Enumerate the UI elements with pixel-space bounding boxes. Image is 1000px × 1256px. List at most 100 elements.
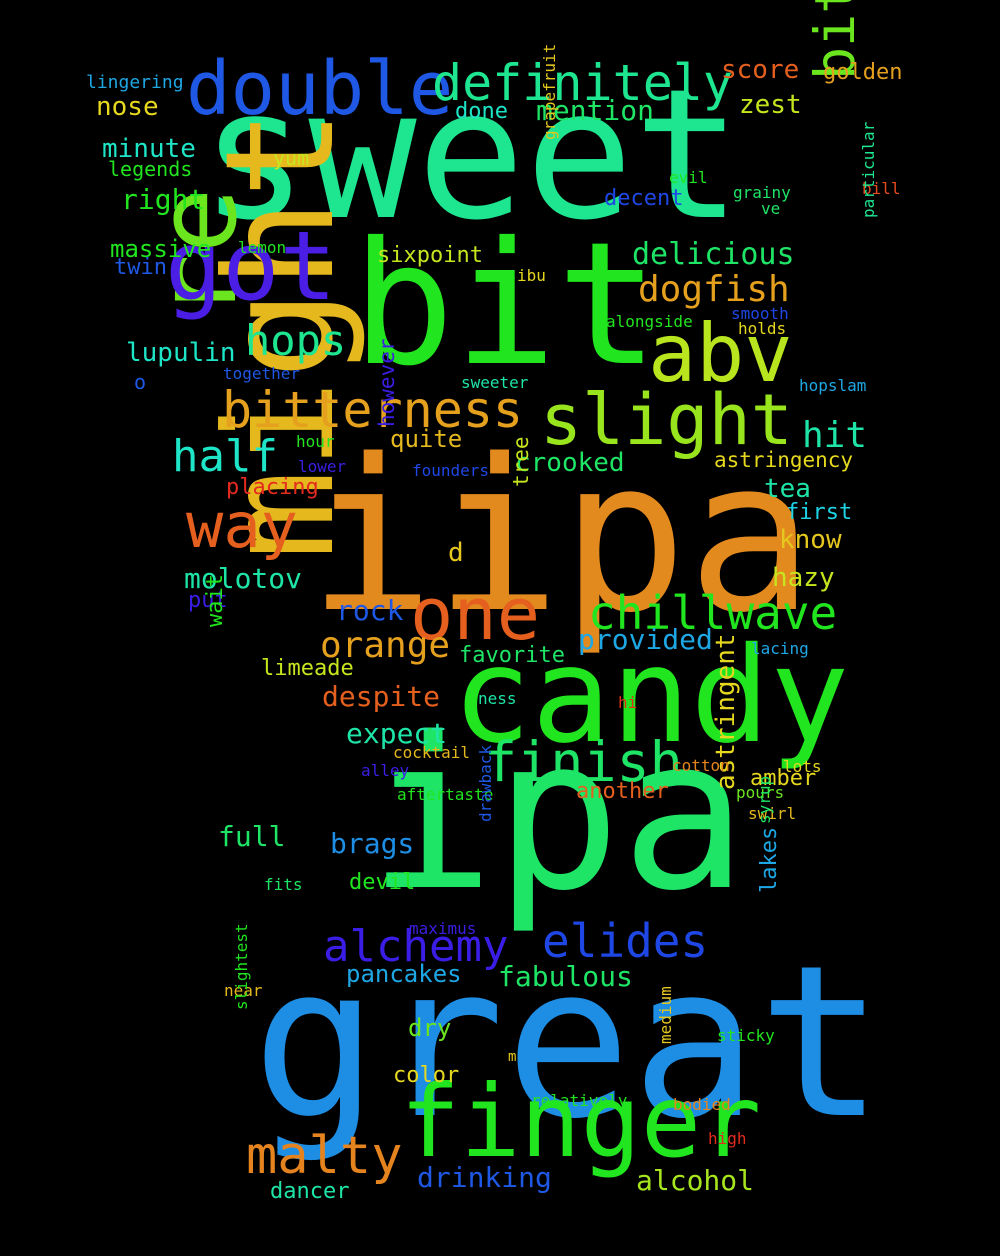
word-dogfish: dogfish (638, 269, 790, 310)
word-medium: medium (656, 986, 675, 1044)
word-another: another (576, 779, 669, 804)
word-finger: finger (400, 1063, 762, 1180)
word-crooked: crooked (515, 448, 625, 478)
word-brags: brags (330, 827, 415, 860)
word-high: high (708, 1129, 747, 1148)
word-sticky: sticky (717, 1026, 775, 1045)
word-great: great (252, 920, 885, 1165)
word-cocktail: cocktail (393, 743, 471, 762)
word-astringency: astringency (714, 448, 854, 472)
word-orange: orange (320, 625, 451, 666)
word-aftertaste: aftertaste (397, 785, 494, 804)
word-together: together (223, 364, 301, 383)
word-pours: pours (736, 783, 785, 802)
word-lots: lots (783, 757, 822, 776)
word-sixpoint: sixpoint (377, 243, 483, 268)
word-minute: minute (102, 134, 196, 164)
word-drawback: drawback (476, 744, 495, 822)
word-elides: elides (542, 914, 709, 968)
word-yum: yum (273, 146, 310, 170)
word-color: color (393, 1063, 460, 1088)
word-malty: malty (246, 1126, 403, 1186)
word-d: d (448, 538, 464, 568)
word-however: however (375, 338, 399, 427)
word-despite: despite (322, 680, 441, 713)
word-done: done (455, 99, 508, 124)
word-hazy: hazy (772, 563, 835, 593)
word-grapefruit: grapefruit (540, 43, 559, 140)
word-massive: massive (110, 235, 212, 263)
word-full: full (218, 820, 286, 853)
word-alongside: alongside (606, 312, 693, 331)
word-hops: hops (245, 316, 347, 365)
word-lacing: lacing (751, 639, 809, 658)
word-placing: placing (226, 475, 319, 500)
word-tree: tree (509, 436, 533, 487)
word-provided: provided (578, 623, 713, 656)
word-chillwave: chillwave (588, 586, 838, 640)
word-pancakes: pancakes (346, 960, 462, 988)
word-first: first (786, 500, 853, 525)
word-quite: quite (390, 425, 463, 453)
word-ness: ness (478, 689, 517, 708)
word-alley: alley (361, 761, 410, 780)
word-definitely: definitely (432, 54, 734, 112)
word-dry: dry (408, 1014, 452, 1042)
word-hopslam: hopslam (799, 376, 867, 395)
word-cotton: cotton (672, 756, 730, 775)
word-got: got (165, 212, 337, 322)
word-lemon: lemon (238, 238, 287, 257)
word-molotov: molotov (184, 562, 303, 595)
word-founders: founders (412, 461, 490, 480)
word-score: score (721, 55, 800, 85)
word-alchemy: alchemy (323, 921, 509, 972)
word-ipa: ipa (368, 692, 748, 937)
word-nose: nose (96, 92, 159, 122)
word-m: m (508, 1049, 517, 1065)
word-bit: bit (352, 206, 660, 404)
word-legends: legends (108, 157, 193, 181)
word-maximus: maximus (409, 919, 477, 938)
word-lakes: lakes (757, 826, 782, 893)
word-evil: evil (669, 168, 708, 187)
word-right: right (121, 183, 206, 216)
word-hit: hit (802, 415, 868, 456)
word-abv: abv (648, 307, 793, 400)
word-alcohol: alcohol (636, 1164, 755, 1197)
word-expect: expect (346, 717, 448, 750)
word-grainy: grainy (733, 183, 791, 202)
word-slightest: slightest (232, 923, 251, 1010)
word-ibu: ibu (517, 266, 546, 285)
word-hi: hi (618, 693, 638, 712)
word-one: one (410, 572, 541, 656)
word-near: near (224, 981, 263, 1000)
word-holds: holds (738, 319, 787, 338)
word-devil: devil (349, 870, 416, 895)
word-mention: mention (536, 94, 655, 127)
word-zest: zest (739, 90, 802, 120)
word-put: put (188, 588, 228, 613)
word-bitterness: bitterness (222, 381, 524, 439)
word-golden: golden (823, 60, 903, 85)
word-bill: bill (862, 179, 901, 198)
word-hour: hour (296, 432, 335, 451)
word-drinking: drinking (417, 1161, 552, 1194)
word-smooth: smooth (731, 304, 789, 323)
word-twin: twin (114, 255, 167, 280)
word-lingering: lingering (86, 72, 184, 93)
word-decent: decent (604, 186, 684, 211)
word-know: know (779, 525, 842, 555)
word-way: way (186, 489, 298, 562)
word-wait: wait (203, 574, 228, 627)
word-dancer: dancer (270, 1179, 350, 1204)
word-rock: rock (336, 594, 404, 627)
word-candy: candy (452, 619, 850, 773)
word-swirl: swirl (748, 804, 797, 823)
word-fabulous: fabulous (498, 960, 633, 993)
word-amber: amber (750, 766, 817, 791)
word-lower: lower (298, 457, 347, 476)
word-iipa: iipa (308, 414, 814, 659)
word-double: double (186, 46, 454, 132)
word-sweeter: sweeter (461, 373, 529, 392)
